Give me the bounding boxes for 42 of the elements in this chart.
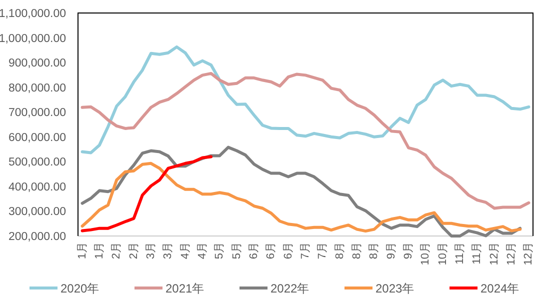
x-tick-label: 8月 <box>368 242 380 260</box>
x-tick-label: 10月 <box>436 242 449 266</box>
x-tick-label: 4月 <box>179 242 192 260</box>
x-tick-label: 11月 <box>454 242 466 264</box>
x-tick-label: 10月 <box>420 242 432 266</box>
y-tick-label: 1,000,000.00 <box>0 32 66 45</box>
x-tick-label: 12月 <box>506 242 518 266</box>
x-tick-label: 3月 <box>162 242 174 260</box>
x-tick-label: 5月 <box>230 242 243 260</box>
x-tick-label: 5月 <box>214 242 226 260</box>
y-tick-label: 400,000.00 <box>8 181 66 194</box>
y-tick-label: 200,000.00 <box>8 231 66 243</box>
x-tick-label: 8月 <box>334 242 346 260</box>
x-tick-label: 8月 <box>351 242 364 260</box>
legend-label: 2023年 <box>376 282 414 296</box>
x-tick-label: 1月 <box>76 242 88 260</box>
x-tick-label: 1月 <box>93 242 106 260</box>
x-tick-label: 9月 <box>385 242 398 260</box>
x-tick-label: 6月 <box>248 242 260 260</box>
x-tick-label: 3月 <box>144 242 157 260</box>
y-tick-label: 900,000.00 <box>8 58 66 70</box>
legend-label: 2021年 <box>166 282 204 296</box>
x-tick-label: 7月 <box>300 242 312 260</box>
x-tick-label: 4月 <box>196 242 208 260</box>
y-tick-label: 500,000.00 <box>8 156 66 169</box>
x-tick-label: 6月 <box>282 242 294 260</box>
y-tick-label: 1,100,000.00 <box>0 8 66 20</box>
y-tick-label: 800,000.00 <box>8 82 66 94</box>
x-tick-label: 7月 <box>316 242 329 260</box>
x-tick-label: 2月 <box>110 242 123 260</box>
legend-label: 2020年 <box>60 282 100 296</box>
x-tick-label: 12月 <box>522 242 535 266</box>
y-tick-label: 600,000.00 <box>8 132 66 144</box>
x-tick-label: 6月 <box>265 242 278 260</box>
y-tick-label: 700,000.00 <box>8 107 66 120</box>
x-tick-label: 11月 <box>471 242 484 264</box>
x-tick-label: 2月 <box>128 242 140 260</box>
x-tick-label: 12月 <box>488 242 500 266</box>
legend-label: 2024年 <box>480 282 520 296</box>
y-tick-label: 300,000.00 <box>8 206 66 218</box>
x-tick-label: 9月 <box>402 242 415 260</box>
legend-label: 2022年 <box>270 282 310 296</box>
